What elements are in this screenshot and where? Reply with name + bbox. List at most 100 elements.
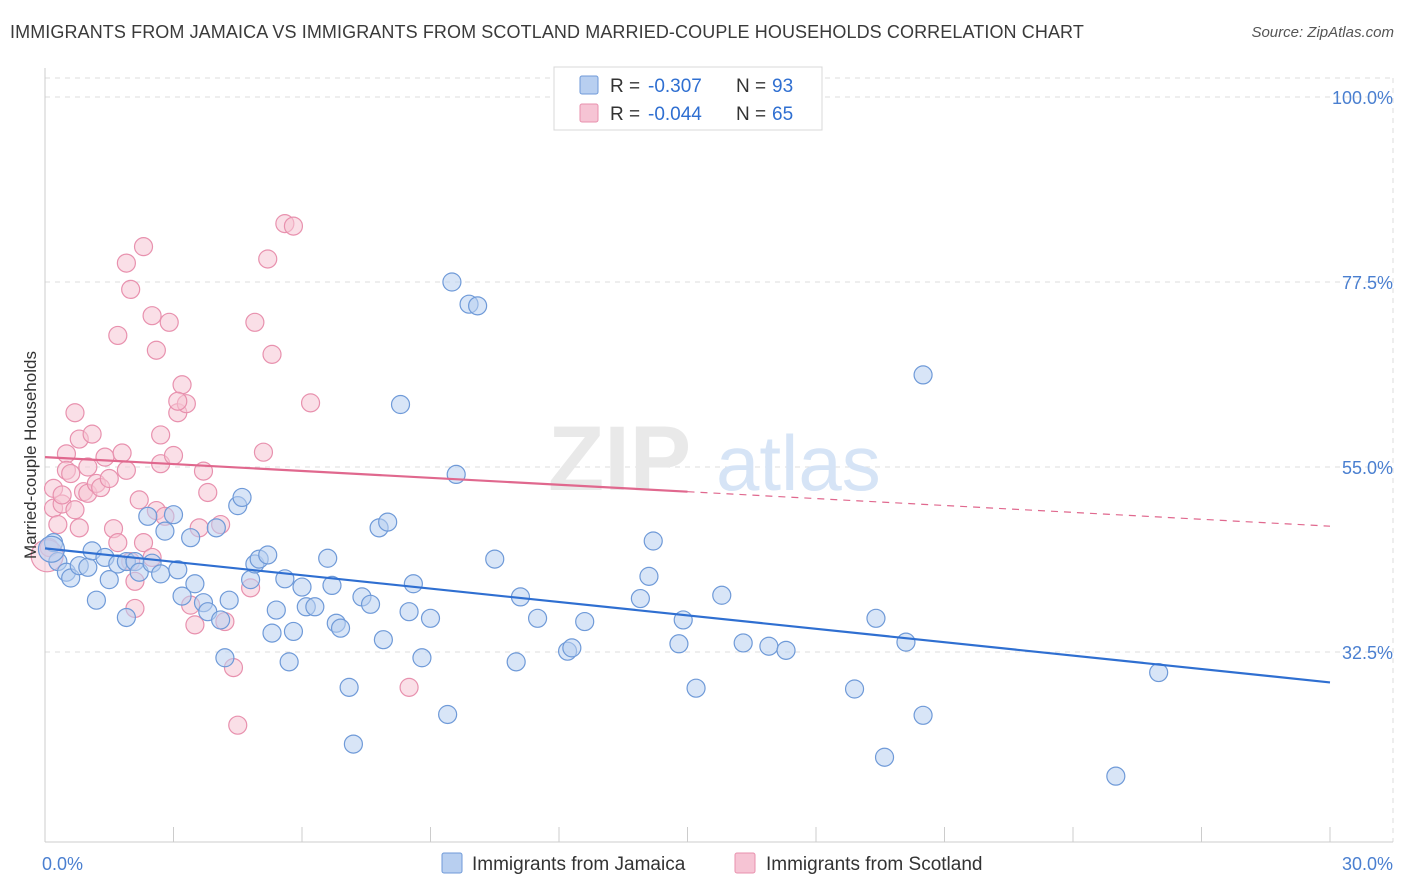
jamaica-point-21 <box>172 586 192 606</box>
jamaica-point-78 <box>712 585 732 605</box>
jamaica-point-35 <box>258 545 278 565</box>
scotland-point-19 <box>95 447 115 467</box>
legend-r-label-jamaica: R = <box>610 76 640 97</box>
jamaica-point-23 <box>185 574 205 594</box>
jamaica-point-74 <box>643 531 663 551</box>
jamaica-point-15 <box>138 506 158 526</box>
jamaica-point-40 <box>283 621 304 642</box>
legend-n-label-jamaica: N = <box>736 76 766 97</box>
scotland-point-52 <box>262 344 282 364</box>
jamaica-point-31 <box>232 487 252 508</box>
scotland-point-49 <box>245 312 265 332</box>
legend: R = -0.307 N = 93 R = -0.044 N = 65 <box>553 66 823 131</box>
jamaica-point-7 <box>86 590 107 610</box>
legend-n-value-jamaica: 93 <box>772 76 793 97</box>
jamaica-point-44 <box>318 548 338 568</box>
scotland-point-37 <box>172 375 192 395</box>
scotland-point-60 <box>133 237 154 257</box>
grid <box>45 77 1394 842</box>
scotland-point-32 <box>151 425 171 445</box>
jamaica-point-86 <box>913 705 933 725</box>
jamaica-point-65 <box>485 549 505 569</box>
scotland-point-3 <box>48 514 68 535</box>
jamaica-point-22 <box>181 528 201 548</box>
scotland-point-54 <box>283 216 304 236</box>
scotland-point-40 <box>185 615 205 635</box>
scotland-point-59 <box>121 279 141 299</box>
jamaica-point-81 <box>776 640 796 660</box>
jamaica-point-84 <box>874 747 895 767</box>
scotland-point-24 <box>116 460 136 480</box>
jamaica-point-58 <box>412 648 432 668</box>
scotland-point-43 <box>198 482 218 503</box>
jamaica-point-83 <box>866 608 886 628</box>
scotland-point-9 <box>65 500 85 520</box>
scotland-point-11 <box>69 518 89 538</box>
trendlines <box>44 456 1331 684</box>
jamaica-point-62 <box>442 272 462 292</box>
scotland-point-23 <box>112 443 132 463</box>
scotland-point-47 <box>228 715 248 735</box>
jamaica-point-26 <box>206 518 226 538</box>
legend-frame <box>553 66 823 131</box>
jamaica-point-5 <box>78 557 98 577</box>
scotland-point-62 <box>146 340 166 360</box>
y-tick-label-2: 77.5% <box>1342 273 1393 293</box>
jamaica-point-54 <box>378 512 398 532</box>
bottom-legend-label-scotland: Immigrants from Scotland <box>766 854 982 875</box>
trendline-scotland <box>44 456 688 493</box>
jamaica-point-12 <box>116 607 136 628</box>
jamaica-point-61 <box>446 464 466 484</box>
jamaica-point-48 <box>339 677 359 697</box>
jamaica-point-53 <box>373 630 393 650</box>
jamaica-point-47 <box>330 618 351 638</box>
jamaica-point-18 <box>155 521 175 541</box>
legend-r-value-scotland: -0.044 <box>648 104 702 125</box>
jamaica-point-45 <box>322 575 342 596</box>
legend-n-value-scotland: 65 <box>772 104 793 125</box>
scotland-point-28 <box>129 490 149 510</box>
chart-title: IMMIGRANTS FROM JAMAICA VS IMMIGRANTS FR… <box>10 22 1084 42</box>
y-tick-label-1: 55.0% <box>1342 458 1393 478</box>
bottom-legend-swatch-scotland <box>734 852 756 874</box>
jamaica-point-49 <box>343 734 363 754</box>
scotland-point-29 <box>133 533 154 553</box>
scotland-point-58 <box>116 253 136 273</box>
legend-r-value-jamaica: -0.307 <box>648 76 702 97</box>
scotland-point-61 <box>142 306 162 326</box>
jamaica-point-57 <box>403 574 423 594</box>
watermark: ZIP atlas <box>548 408 881 510</box>
jamaica-point-43 <box>305 597 325 617</box>
scotland-point-50 <box>253 442 274 462</box>
axes <box>44 68 1393 843</box>
scotland-point-51 <box>258 249 278 269</box>
jamaica-point-71 <box>575 611 595 632</box>
watermark-zip: ZIP <box>548 408 691 510</box>
jamaica-point-88 <box>1106 766 1126 786</box>
jamaica-point-39 <box>279 652 299 672</box>
scotland-point-5 <box>52 485 72 505</box>
y-tick-label-3: 100.0% <box>1332 88 1393 108</box>
scotland-point-20 <box>99 468 119 489</box>
scotland-point-10 <box>65 403 85 423</box>
scotland-point-57 <box>108 325 128 346</box>
legend-r-label-scotland: R = <box>610 104 640 125</box>
series-jamaica-points <box>37 272 1169 786</box>
jamaica-point-56 <box>399 602 419 622</box>
jamaica-point-60 <box>438 704 458 725</box>
jamaica-point-19 <box>163 505 184 525</box>
legend-n-label-scotland: N = <box>736 104 766 125</box>
scotland-point-64 <box>168 391 188 411</box>
jamaica-point-87 <box>913 365 933 385</box>
jamaica-point-59 <box>420 608 441 628</box>
jamaica-point-75 <box>669 634 689 654</box>
jamaica-point-72 <box>630 588 650 609</box>
jamaica-point-29 <box>219 590 239 610</box>
jamaica-point-85 <box>896 632 916 652</box>
y-tick-label-0: 32.5% <box>1342 643 1393 663</box>
jamaica-point-28 <box>215 648 235 668</box>
bottom-legend-swatch-jamaica <box>441 852 463 874</box>
scotland-point-15 <box>78 457 98 477</box>
trendline-jamaica <box>44 547 1331 684</box>
